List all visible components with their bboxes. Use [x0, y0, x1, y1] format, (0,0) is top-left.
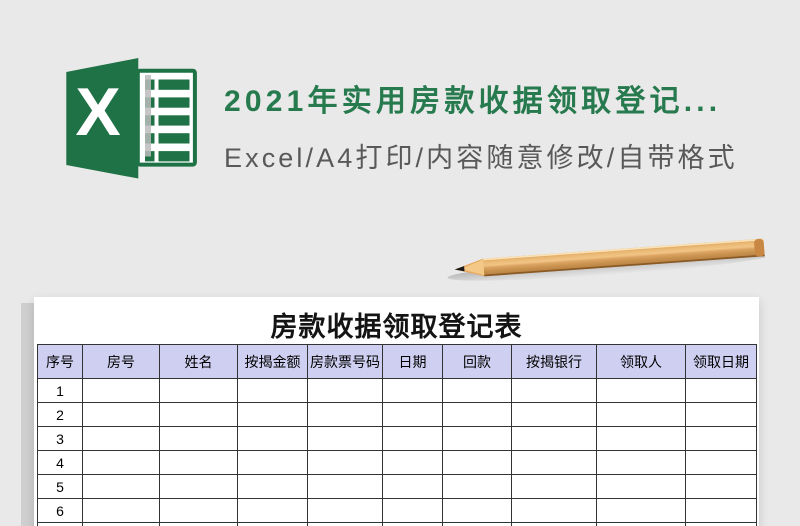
- svg-text:X: X: [75, 74, 120, 150]
